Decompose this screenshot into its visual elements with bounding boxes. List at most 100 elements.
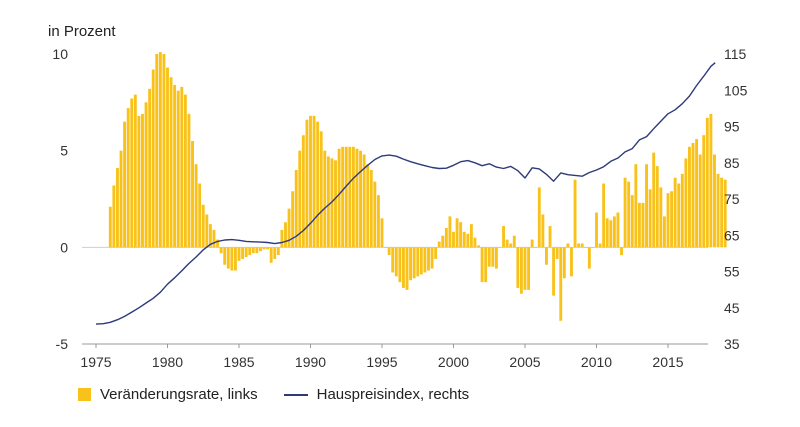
bar (148, 88, 152, 248)
bar (316, 121, 320, 248)
bar (301, 135, 305, 248)
bar (262, 247, 266, 250)
bar (137, 115, 141, 248)
x-tick-label: 1990 (295, 354, 326, 370)
bar (562, 247, 566, 279)
bar (405, 247, 409, 290)
x-tick-label: 1975 (80, 354, 111, 370)
legend-bar-swatch (78, 388, 91, 401)
bar (344, 146, 348, 248)
bar (141, 113, 144, 248)
bar (384, 247, 388, 248)
bar (126, 108, 130, 248)
bar (112, 185, 116, 248)
legend-line-swatch (283, 393, 308, 396)
y-right-tick-label: 95 (724, 119, 740, 135)
bar (205, 214, 209, 248)
bar (198, 183, 202, 248)
bar (255, 247, 259, 254)
bar (284, 222, 287, 248)
bar (269, 247, 273, 263)
bar (630, 195, 634, 248)
bar (373, 181, 377, 248)
bar (455, 218, 459, 248)
bar (276, 247, 280, 256)
bar (480, 247, 484, 283)
bar (362, 154, 366, 248)
bar-series (108, 52, 727, 321)
bar (698, 154, 702, 248)
bar (548, 226, 552, 248)
bar (716, 173, 720, 248)
bar (648, 189, 652, 248)
bar (620, 247, 623, 256)
bar (587, 247, 591, 269)
bar (670, 191, 674, 248)
bar (530, 239, 534, 248)
bar (595, 212, 598, 248)
legend-item-line: Hauspreisindex, rechts (283, 386, 469, 403)
bar (577, 243, 581, 248)
bar (323, 150, 327, 248)
bar (216, 239, 219, 248)
bar (130, 98, 134, 248)
bar (677, 183, 681, 248)
bar (695, 139, 699, 248)
bar (416, 247, 420, 277)
bar (291, 191, 295, 248)
bar (337, 148, 341, 248)
y-left-tick-label: -5 (56, 336, 69, 352)
bar (241, 247, 245, 259)
x-tick-label: 2005 (509, 354, 540, 370)
bar (176, 90, 180, 248)
bar (612, 216, 616, 248)
bar (151, 69, 155, 248)
x-tick-label: 1985 (223, 354, 254, 370)
bar (527, 247, 531, 290)
bar (552, 247, 556, 296)
bar (319, 131, 323, 248)
bar (655, 166, 659, 248)
bar (309, 115, 312, 248)
bar (673, 177, 677, 248)
bar (244, 247, 248, 257)
bar (666, 193, 670, 248)
bar (641, 202, 645, 248)
bar (448, 216, 452, 248)
bar (387, 247, 391, 256)
bar (691, 142, 695, 248)
bar (609, 220, 613, 248)
legend-bar-label: Veränderungsrate, links (100, 386, 258, 403)
bar (602, 183, 606, 248)
bar (251, 247, 255, 254)
bar (312, 115, 316, 248)
y-right-tick-label: 115 (724, 46, 747, 62)
bar (523, 247, 527, 290)
bar (652, 152, 656, 248)
bar (355, 148, 359, 248)
bar (559, 247, 563, 321)
bar (419, 247, 423, 275)
bar (434, 247, 438, 259)
bar (498, 247, 502, 248)
bar (208, 224, 212, 248)
y-left-tick-label: 10 (52, 46, 68, 62)
x-tick-label: 2000 (438, 354, 469, 370)
bar (155, 54, 159, 248)
bar (409, 247, 413, 281)
bar (116, 168, 119, 248)
bar (237, 247, 241, 261)
y-right-tick-label: 65 (724, 227, 740, 243)
bar (369, 170, 373, 248)
bar (266, 247, 270, 250)
bar (709, 113, 713, 248)
bar (584, 247, 588, 248)
x-tick-label: 1995 (366, 354, 397, 370)
bar (634, 164, 638, 248)
bar (273, 247, 277, 259)
bar (223, 247, 227, 265)
bar (494, 247, 498, 269)
y-right-tick-label: 105 (724, 82, 748, 98)
bar (219, 247, 223, 254)
bar (305, 119, 309, 248)
